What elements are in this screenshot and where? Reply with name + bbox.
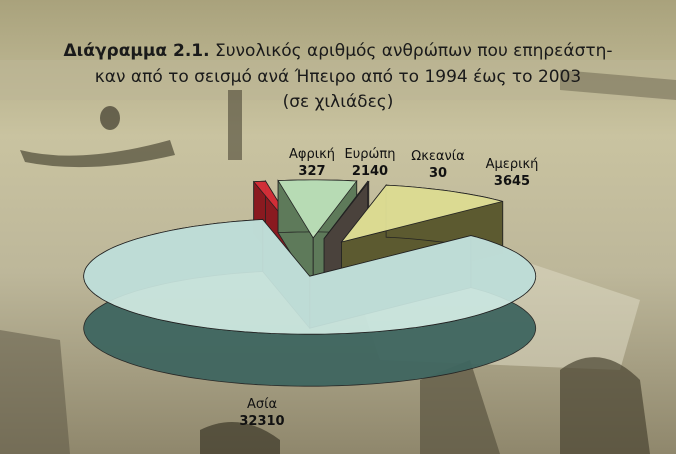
slice-value: 30 [429, 166, 447, 181]
slice-value: 327 [298, 164, 325, 179]
slice-label: Ασία [247, 397, 277, 412]
slice-label: Ευρώπη [345, 147, 396, 162]
slice-value: 32310 [239, 414, 284, 429]
chart-subtitle: (σε χιλιάδες) [283, 92, 394, 112]
slice-label: Αφρική [289, 147, 335, 162]
slice-label: Ωκεανία [411, 149, 464, 164]
chart-title: Διάγραμμα 2.1. Συνολικός αριθμός ανθρώπω… [63, 41, 612, 61]
slice-value: 2140 [352, 164, 388, 179]
title-number: Διάγραμμα 2.1. [63, 41, 209, 61]
title-line: καν από το σεισμό ανά Ήπειρο από το 1994… [95, 67, 581, 87]
slice-value: 3645 [494, 174, 530, 189]
title-line: Συνολικός αριθμός ανθρώπων που επηρεάστη… [215, 41, 613, 61]
slice-label: Αμερική [486, 157, 539, 172]
chart: Διάγραμμα 2.1. Συνολικός αριθμός ανθρώπω… [0, 0, 676, 454]
